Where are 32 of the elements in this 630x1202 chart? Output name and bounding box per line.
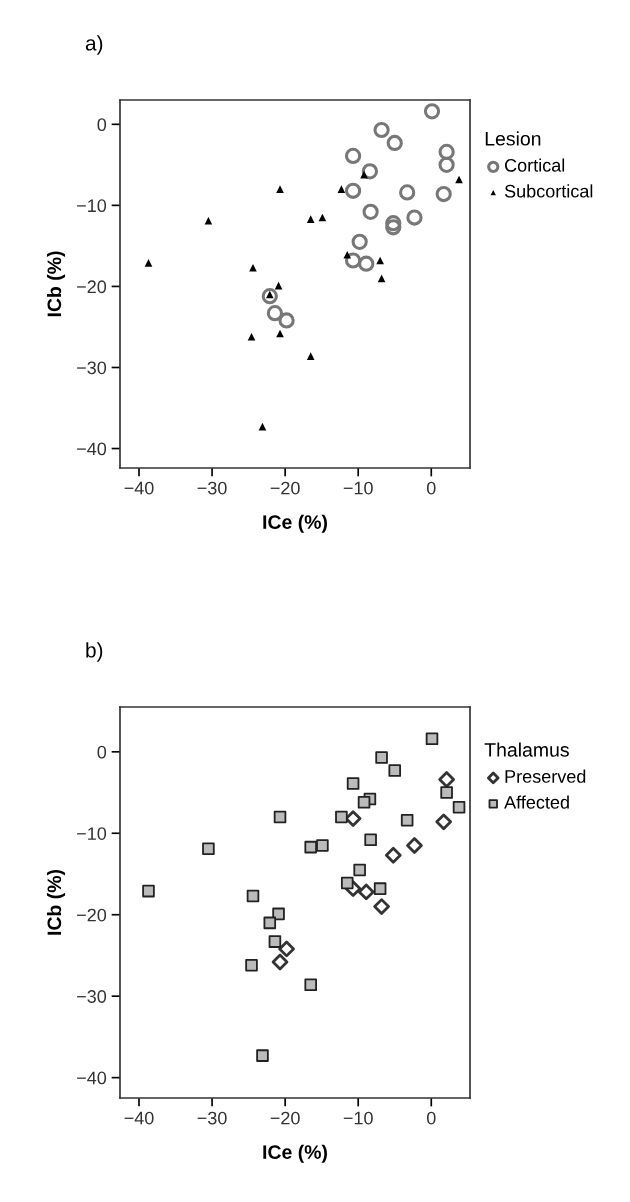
y-axis-title: ICb (%) bbox=[46, 869, 66, 935]
text: b) bbox=[86, 642, 103, 662]
y-tick-label: −40 bbox=[77, 1071, 107, 1085]
y-axis-title: ICb (%) bbox=[46, 251, 66, 317]
legend-label: Subcortical bbox=[504, 184, 593, 198]
x-tick-label: −20 bbox=[270, 481, 300, 495]
y-tick-label: −20 bbox=[77, 280, 107, 294]
x-tick-label: −40 bbox=[124, 1111, 154, 1125]
x-tick-label: 0 bbox=[426, 1111, 436, 1125]
legend-label: Cortical bbox=[505, 158, 565, 172]
y-tick-label: −30 bbox=[77, 990, 107, 1003]
y-tick-label: −30 bbox=[77, 361, 107, 375]
x-tick-label: −10 bbox=[343, 1111, 373, 1125]
y-tick-label: −20 bbox=[77, 908, 107, 922]
text: a) bbox=[85, 35, 103, 55]
x-tick-label: −30 bbox=[197, 481, 227, 495]
x-tick-label: 0 bbox=[426, 481, 436, 495]
x-axis-title: ICe (%) bbox=[263, 1144, 327, 1163]
legend-title: Thalamus bbox=[484, 742, 569, 757]
y-tick-label: −10 bbox=[77, 199, 107, 213]
legend-title: Lesion bbox=[485, 131, 541, 146]
y-tick-label: 0 bbox=[97, 745, 107, 759]
x-tick-label: −30 bbox=[197, 1111, 227, 1125]
y-tick-label: −40 bbox=[77, 442, 107, 456]
y-tick-label: −10 bbox=[77, 827, 107, 840]
legend-label: Preserved bbox=[505, 769, 586, 783]
y-tick-label: 0 bbox=[97, 118, 107, 132]
x-tick-label: −20 bbox=[270, 1111, 300, 1125]
x-tick-label: −10 bbox=[343, 481, 373, 495]
x-axis-title: ICe (%) bbox=[263, 514, 327, 533]
legend-label: Affected bbox=[504, 795, 569, 809]
x-tick-label: −40 bbox=[124, 481, 154, 495]
